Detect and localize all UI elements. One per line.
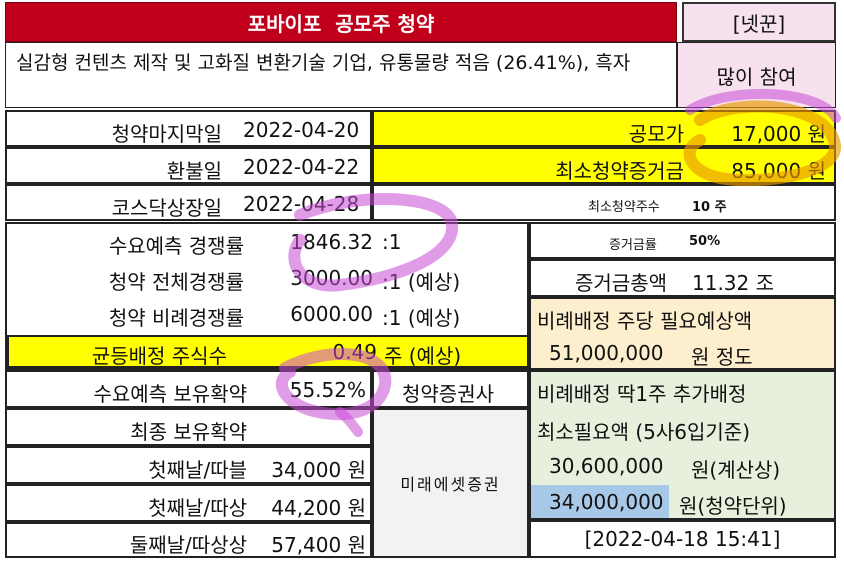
lockup-demand-row: 수요예측 보유확약 55.52% bbox=[5, 370, 372, 408]
extra-calc-unit: 원(계산상) bbox=[691, 458, 781, 482]
first-double-value: 34,000 원 bbox=[271, 458, 366, 482]
listing-row: 코스닥상장일 2022-04-28 bbox=[5, 184, 372, 221]
timestamp-cell: [2022-04-18 15:41] bbox=[529, 520, 836, 558]
first-ddasang-row: 첫째날/따상 44,200 원 bbox=[5, 484, 372, 522]
proportional-competition-unit: :1 (예상) bbox=[382, 306, 461, 330]
proportional-competition-value: 6000.00 bbox=[290, 302, 373, 326]
first-ddasang-value: 44,200 원 bbox=[271, 496, 366, 520]
proportional-competition-label: 청약 비례경쟁률 bbox=[108, 306, 244, 330]
min-shares-label: 최소청약주수 bbox=[588, 200, 660, 215]
demand-unit: :1 bbox=[382, 230, 402, 254]
min-shares-value: 10 주 bbox=[692, 200, 727, 215]
second-ddasang-label: 둘째날/따상상 bbox=[129, 533, 247, 557]
offer-price-label: 공모가 bbox=[628, 122, 684, 146]
margin-rate-label: 증거금률 bbox=[609, 238, 657, 253]
tag-badge: [넷꾼] bbox=[682, 2, 836, 42]
refund-row: 환불일 2022-04-22 bbox=[5, 147, 372, 184]
equal-allocation-unit: 주 (예상) bbox=[384, 344, 462, 368]
total-deposit-row: 증거금총액 11.32 조 bbox=[529, 259, 836, 297]
header-bar: 포바이포 공모주 청약 bbox=[5, 2, 677, 42]
margin-rate-value: 50% bbox=[689, 234, 721, 249]
deadline-value: 2022-04-20 bbox=[243, 118, 360, 142]
proportional-needed-unit: 원 정도 bbox=[691, 345, 753, 369]
lockup-demand-value: 55.52% bbox=[289, 378, 366, 402]
min-deposit-value: 85,000 원 bbox=[731, 159, 826, 183]
deadline-row: 청약마지막일 2022-04-20 bbox=[5, 110, 372, 147]
total-deposit-value: 11.32 조 bbox=[692, 271, 775, 295]
margin-rate-row: 증거금률 50% bbox=[529, 222, 836, 259]
extra-allocation-cell: 비례배정 딱1주 추가배정 최소필요액 (5사6입기준) 30,600,000 … bbox=[529, 370, 836, 520]
total-competition-value: 3000.00 bbox=[290, 266, 373, 290]
second-ddasang-row: 둘째날/따상상 57,400 원 bbox=[5, 522, 372, 558]
first-double-label: 첫째날/따블 bbox=[148, 458, 247, 482]
broker-name-cell: 미래에셋증권 bbox=[372, 408, 529, 558]
equal-allocation-label: 균등배정 주식수 bbox=[91, 344, 227, 368]
company-description-cell: 실감형 컨텐츠 제작 및 고화질 변환기술 기업, 유통물량 적음 (26.41… bbox=[5, 42, 677, 108]
extra-unit-amount: 34,000,000 bbox=[549, 490, 664, 514]
extra-unit-amount-highlight bbox=[531, 485, 669, 518]
competition-block bbox=[5, 222, 529, 370]
proportional-needed-label: 비례배정 주당 필요예상액 bbox=[537, 309, 753, 333]
equal-allocation-row: 균등배정 주식수 0.49 주 (예상) bbox=[7, 335, 529, 368]
company-description: 실감형 컨텐츠 제작 및 고화질 변환기술 기업, 유통물량 적음 (26.41… bbox=[16, 52, 631, 74]
timestamp: [2022-04-18 15:41] bbox=[584, 527, 781, 551]
extra-calc-amount: 30,600,000 bbox=[549, 454, 664, 478]
min-shares-row: 최소청약주수 10 주 bbox=[372, 184, 836, 221]
extra-allocation-line1: 비례배정 딱1주 추가배정 bbox=[537, 382, 747, 406]
demand-label: 수요예측 경쟁률 bbox=[108, 234, 244, 258]
demand-value: 1846.32 bbox=[290, 230, 373, 254]
lockup-final-label: 최종 보유확약 bbox=[130, 420, 247, 444]
lockup-final-row: 최종 보유확약 bbox=[5, 408, 372, 446]
listing-label: 코스닥상장일 bbox=[111, 196, 222, 220]
total-competition-unit: :1 (예상) bbox=[382, 270, 461, 294]
min-deposit-label: 최소청약증거금 bbox=[555, 159, 684, 183]
proportional-needed-amount: 51,000,000 bbox=[549, 341, 664, 365]
opinion-text: 많이 참여 bbox=[716, 64, 797, 89]
offer-price-row: 공모가 17,000 원 bbox=[372, 110, 836, 147]
refund-label: 환불일 bbox=[166, 159, 222, 183]
listing-value: 2022-04-28 bbox=[243, 192, 360, 216]
broker-label-cell: 청약증권사 bbox=[372, 370, 529, 408]
opinion-cell: 많이 참여 bbox=[677, 42, 836, 108]
proportional-needed-cell: 비례배정 주당 필요예상액 51,000,000 원 정도 bbox=[529, 297, 836, 370]
lockup-demand-label: 수요예측 보유확약 bbox=[93, 382, 247, 406]
offer-price-value: 17,000 원 bbox=[731, 122, 826, 146]
total-deposit-label: 증거금총액 bbox=[575, 271, 667, 295]
broker-label: 청약증권사 bbox=[402, 382, 494, 406]
second-ddasang-value: 57,400 원 bbox=[271, 533, 366, 557]
page-title: 포바이포 공모주 청약 bbox=[247, 11, 435, 36]
extra-allocation-line2: 최소필요액 (5사6입기준) bbox=[537, 420, 751, 444]
tag-label: [넷꾼] bbox=[732, 11, 786, 36]
total-competition-label: 청약 전체경쟁률 bbox=[108, 270, 244, 294]
min-deposit-row: 최소청약증거금 85,000 원 bbox=[372, 147, 836, 184]
refund-value: 2022-04-22 bbox=[243, 155, 360, 179]
deadline-label: 청약마지막일 bbox=[111, 122, 222, 146]
broker-name: 미래에셋증권 bbox=[400, 475, 501, 494]
equal-allocation-value: 0.49 bbox=[332, 340, 377, 364]
first-double-row: 첫째날/따블 34,000 원 bbox=[5, 446, 372, 484]
first-ddasang-label: 첫째날/따상 bbox=[148, 496, 247, 520]
extra-unit-unit: 원(청약단위) bbox=[679, 494, 787, 518]
